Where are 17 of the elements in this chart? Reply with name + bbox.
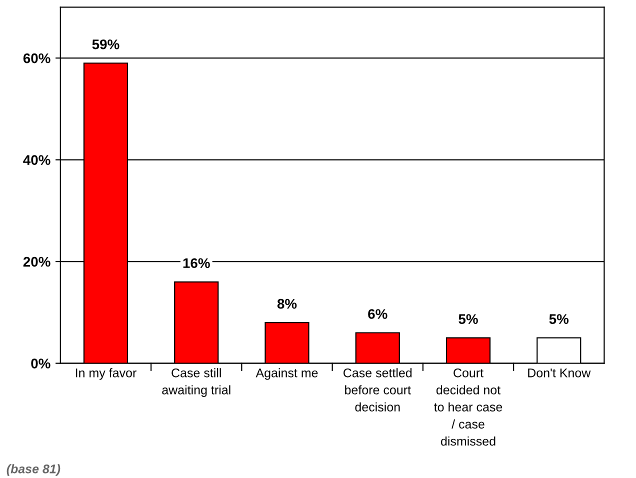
y-tick-label: 20% xyxy=(23,256,50,267)
data-label: 16% xyxy=(183,258,210,268)
x-tick-label: In my favor xyxy=(76,368,136,380)
x-tick-label: Case still awaiting trial xyxy=(162,368,230,397)
data-label: 5% xyxy=(458,314,478,324)
data-label: 6% xyxy=(368,309,388,319)
x-tick-label: Don't Know xyxy=(528,368,591,378)
x-tick-label: Against me xyxy=(256,368,318,380)
data-label: 5% xyxy=(549,314,569,324)
data-label: 8% xyxy=(277,298,297,309)
y-tick-label: 0% xyxy=(31,358,50,368)
x-tick-label: Case settled before court decision xyxy=(344,368,412,412)
y-tick-label: 60% xyxy=(23,53,50,64)
text: (base 81) xyxy=(6,464,60,476)
y-tick-label: 40% xyxy=(23,155,50,165)
x-tick-label: Court decided not to hear case / case dismissed xyxy=(434,368,502,446)
data-label: 59% xyxy=(92,39,120,50)
